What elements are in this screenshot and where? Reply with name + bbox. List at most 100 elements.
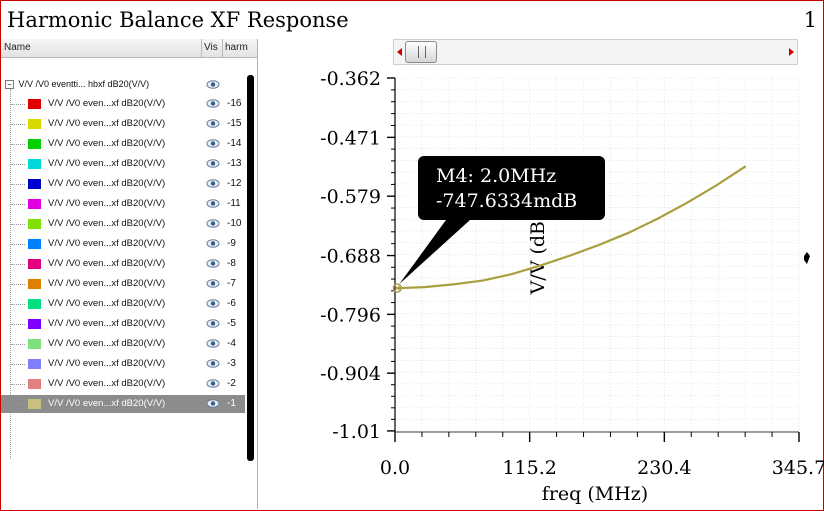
trace-row[interactable]: V/V /V0 even...xf dB20(V/V) -1 (1, 395, 245, 413)
harm-value: -1 (227, 398, 236, 409)
trace-row[interactable]: V/V /V0 even...xf dB20(V/V) -14 (1, 135, 245, 153)
marker-callout-box (418, 156, 605, 220)
y-axis-label: V/V (dB) (527, 214, 549, 296)
trace-label: V/V /V0 even...xf dB20(V/V) (48, 298, 166, 309)
trace-label: V/V /V0 even...xf dB20(V/V) (48, 278, 166, 289)
scroll-left-arrow-icon[interactable] (397, 48, 402, 56)
column-name[interactable]: Name (4, 42, 31, 53)
column-vis[interactable]: Vis (204, 42, 218, 53)
trace-row[interactable]: V/V /V0 even...xf dB20(V/V) -9 (1, 235, 245, 253)
y-tick-label: -0.579 (320, 186, 381, 208)
trace-row[interactable]: V/V /V0 even...xf dB20(V/V) -12 (1, 175, 245, 193)
trace-row[interactable]: V/V /V0 even...xf dB20(V/V) -2 (1, 375, 245, 393)
x-tick-label: 345.7 (772, 457, 824, 479)
eye-icon[interactable] (206, 398, 220, 409)
eye-icon[interactable] (206, 79, 220, 90)
eye-icon[interactable] (206, 278, 220, 289)
trace-row[interactable]: V/V /V0 even...xf dB20(V/V) -5 (1, 315, 245, 333)
y-tick-label: -1.01 (332, 421, 381, 443)
grid (394, 77, 800, 432)
horizontal-scrollbar[interactable] (393, 39, 798, 65)
tree-branch (11, 264, 25, 265)
eye-icon[interactable] (206, 98, 220, 109)
trace-color-swatch (28, 299, 41, 309)
eye-icon[interactable] (206, 238, 220, 249)
results-browser: Name Vis harm − V/V /V0 eventti... hbxf … (1, 39, 258, 509)
y-tick-label: -0.688 (320, 246, 381, 268)
column-harm[interactable]: harm (225, 42, 248, 53)
column-header: Name Vis harm (1, 39, 257, 58)
tree-branch (11, 144, 25, 145)
harm-value: -15 (227, 118, 242, 129)
eye-icon[interactable] (206, 178, 220, 189)
x-tick-label: 230.4 (637, 457, 691, 479)
trace-row[interactable]: V/V /V0 even...xf dB20(V/V) -10 (1, 215, 245, 233)
trace-label: V/V /V0 even...xf dB20(V/V) (48, 338, 166, 349)
marker-label-line1: M4: 2.0MHz (436, 165, 556, 187)
axes (387, 77, 800, 442)
trace-label: V/V /V0 even...xf dB20(V/V) (48, 98, 166, 109)
eye-icon[interactable] (206, 358, 220, 369)
tree-branch (11, 184, 25, 185)
trace-label: V/V /V0 even...xf dB20(V/V) (48, 258, 166, 269)
trace-label: V/V /V0 even...xf dB20(V/V) (48, 218, 166, 229)
eye-icon[interactable] (206, 138, 220, 149)
collapse-icon[interactable]: − (5, 80, 14, 90)
harm-value: -7 (227, 278, 236, 289)
eye-icon[interactable] (206, 258, 220, 269)
trace-color-swatch (28, 219, 41, 229)
trace-color-swatch (28, 159, 41, 169)
trace-row[interactable]: V/V /V0 even...xf dB20(V/V) -15 (1, 115, 245, 133)
column-separator (222, 39, 223, 57)
tree-branch (11, 304, 25, 305)
trace-color-swatch (28, 99, 41, 109)
trace-color-swatch (28, 399, 41, 409)
harm-value: -10 (227, 218, 242, 229)
x-tick-labels: 0.0 115.2 230.4 345.7 (380, 457, 824, 479)
eye-icon[interactable] (206, 378, 220, 389)
harm-value: -2 (227, 378, 236, 389)
trace-label: V/V /V0 even...xf dB20(V/V) (48, 378, 166, 389)
trace-label: V/V /V0 even...xf dB20(V/V) (48, 158, 166, 169)
trace-row[interactable]: V/V /V0 even...xf dB20(V/V) -7 (1, 275, 245, 293)
y-tick-label: -0.796 (320, 304, 381, 326)
eye-icon[interactable] (206, 218, 220, 229)
harm-value: -5 (227, 318, 236, 329)
eye-icon[interactable] (206, 298, 220, 309)
trace-row[interactable]: V/V /V0 even...xf dB20(V/V) -11 (1, 195, 245, 213)
tree-root[interactable]: − V/V /V0 eventti... hbxf dB20(V/V) (5, 79, 149, 90)
trace-row[interactable]: V/V /V0 even...xf dB20(V/V) -3 (1, 355, 245, 373)
harm-value: -3 (227, 358, 236, 369)
eye-icon[interactable] (206, 118, 220, 129)
tree-guide-line (10, 89, 11, 459)
x-tick-label: 0.0 (380, 457, 410, 479)
marker-label-line2: -747.6334mdB (436, 190, 577, 212)
trace-row[interactable]: V/V /V0 even...xf dB20(V/V) -6 (1, 295, 245, 313)
trace-color-swatch (28, 139, 41, 149)
off-plot-handle-icon[interactable] (804, 252, 810, 264)
trace-label: V/V /V0 even...xf dB20(V/V) (48, 238, 166, 249)
eye-icon[interactable] (206, 158, 220, 169)
marker-cross (393, 284, 401, 292)
series-line[interactable] (397, 165, 747, 290)
eye-icon[interactable] (206, 338, 220, 349)
eye-icon[interactable] (206, 318, 220, 329)
trace-label: V/V /V0 even...xf dB20(V/V) (48, 118, 166, 129)
trace-row[interactable]: V/V /V0 even...xf dB20(V/V) -4 (1, 335, 245, 353)
trace-row[interactable]: V/V /V0 even...xf dB20(V/V) -8 (1, 255, 245, 273)
vertical-scrollbar[interactable] (247, 75, 254, 461)
window-title: Harmonic Balance XF Response (7, 8, 349, 32)
harm-value: -16 (227, 98, 242, 109)
trace-color-swatch (28, 259, 41, 269)
trace-row[interactable]: V/V /V0 even...xf dB20(V/V) -13 (1, 155, 245, 173)
marker-m4[interactable]: M4: 2.0MHz -747.6334mdB (392, 156, 605, 293)
trace-row[interactable]: V/V /V0 even...xf dB20(V/V) -16 (1, 95, 245, 113)
column-separator (201, 39, 202, 57)
eye-icon[interactable] (206, 198, 220, 209)
scroll-thumb[interactable] (405, 41, 437, 63)
page-number: 1 (803, 8, 817, 32)
tree-branch (11, 384, 25, 385)
plot-background (395, 78, 799, 432)
trace-color-swatch (28, 279, 41, 289)
scroll-right-arrow-icon[interactable] (789, 48, 794, 56)
